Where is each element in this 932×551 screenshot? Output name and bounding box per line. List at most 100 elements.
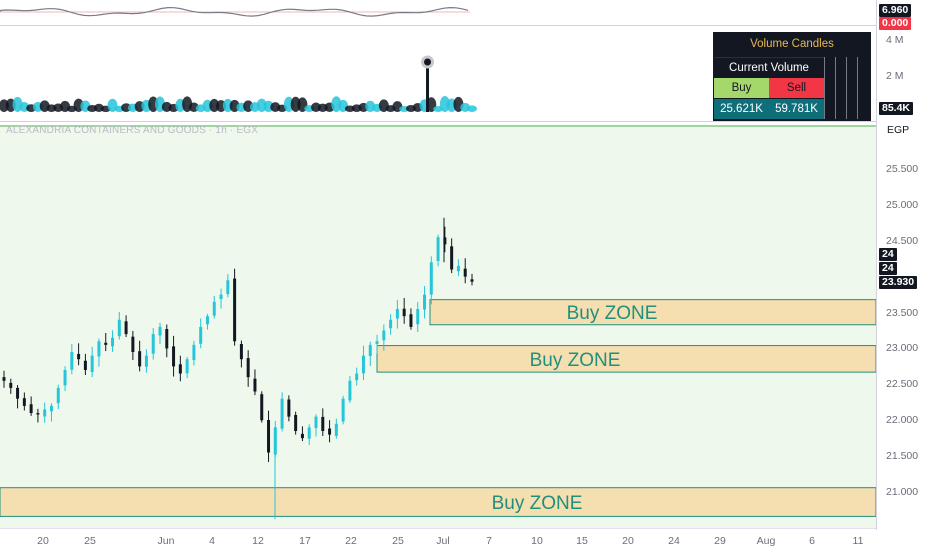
candle-body xyxy=(172,346,176,367)
current-volume-label: Current Volume xyxy=(714,57,824,77)
candle-body xyxy=(43,409,47,417)
candle-body xyxy=(205,316,209,325)
table-grid-col xyxy=(835,57,846,119)
candle-body xyxy=(463,268,467,277)
candle-body xyxy=(355,373,359,381)
candle-body xyxy=(341,398,345,422)
candle-body xyxy=(409,314,413,327)
chart-background-tint xyxy=(0,126,876,528)
candle-body xyxy=(334,423,338,436)
time-axis-label: 4 xyxy=(209,535,215,547)
time-axis-label: 29 xyxy=(714,535,726,547)
volume-spike-marker xyxy=(421,55,435,69)
candle-body xyxy=(260,394,264,421)
currency-label: EGP xyxy=(887,124,910,136)
price-axis-label: 22.000 xyxy=(886,414,919,427)
oscillator-line xyxy=(0,6,469,17)
price-axis-label: 21.000 xyxy=(886,486,919,498)
candle-body xyxy=(22,398,26,406)
time-axis-label: Jul xyxy=(436,535,450,547)
candle-body xyxy=(456,265,460,272)
volume-candles-table: Volume Candles Current Volume Buy Sell 2… xyxy=(713,32,871,121)
time-axis-label: 17 xyxy=(299,535,311,547)
buy-zone-rect xyxy=(429,299,877,326)
price-axis-label: 25.500 xyxy=(886,163,919,175)
candle-body xyxy=(2,377,6,381)
candle-body xyxy=(443,237,447,245)
candle-body xyxy=(307,427,311,439)
table-grid-col xyxy=(824,57,835,119)
time-axis-label: 22 xyxy=(345,535,357,547)
candle-body xyxy=(429,262,433,295)
candle-body xyxy=(280,398,284,429)
candle-body xyxy=(402,308,406,317)
candle-body xyxy=(63,369,67,386)
buy-zone-label: Buy ZONE xyxy=(530,350,621,371)
candle-body xyxy=(239,343,243,360)
candle-body xyxy=(165,329,169,349)
time-axis-label: 20 xyxy=(37,535,49,547)
candle-body xyxy=(77,353,81,360)
volume-axis-label: 4 M xyxy=(886,34,904,46)
candle-body xyxy=(450,246,454,270)
candle-body xyxy=(178,364,182,374)
last-price-tag: 23.930 xyxy=(879,276,918,289)
price-axis-label: 21.500 xyxy=(886,450,919,463)
volume-svg xyxy=(0,55,477,113)
candle-body xyxy=(144,355,148,367)
candle-body xyxy=(199,326,203,344)
candle-body xyxy=(416,308,420,325)
candle-body xyxy=(36,413,40,415)
candle-body xyxy=(185,359,189,374)
price-axis[interactable]: 6.960 0.000 4 M 2 M 85.4K EGP 25.500 25.0… xyxy=(876,0,932,530)
candle-body xyxy=(389,319,393,329)
volume-spike-bar xyxy=(426,62,430,112)
time-axis-label: 12 xyxy=(252,535,264,547)
table-grid-col xyxy=(857,57,870,119)
candle-body xyxy=(124,321,128,335)
price-axis-label: 23.000 xyxy=(886,342,919,355)
time-axis-label: 7 xyxy=(486,535,492,547)
candle-body xyxy=(368,344,372,357)
candle-body xyxy=(287,399,291,417)
candle-body xyxy=(138,351,142,367)
price-axis-label: 23.500 xyxy=(886,306,919,319)
volume-pane xyxy=(0,26,876,120)
candle-body xyxy=(131,336,135,353)
buy-zone-rect xyxy=(0,487,877,517)
volume-table-title: Volume Candles xyxy=(714,33,870,55)
candle-body xyxy=(267,420,271,453)
buy-value-cell: 25.621K xyxy=(714,99,769,119)
price-axis-label: 25.000 xyxy=(886,198,919,211)
price-tag: 24 xyxy=(879,262,897,275)
candle-body xyxy=(423,294,427,310)
time-axis-label: 24 xyxy=(668,535,680,547)
pane-separator xyxy=(0,25,876,26)
candle-body xyxy=(212,301,216,316)
candle-body xyxy=(226,280,230,295)
price-axis-label: 24.500 xyxy=(886,234,919,247)
volume-axis-label: 2 M xyxy=(886,70,904,82)
candle-body xyxy=(29,404,33,414)
candle-body xyxy=(219,294,223,299)
candle-body xyxy=(70,352,74,370)
time-axis[interactable]: 20 25 Jun 4 12 17 22 25 Jul 7 10 15 20 24 29 Aug 6 11 xyxy=(0,528,876,551)
price-axis-label: 22.500 xyxy=(886,378,919,391)
time-axis-label: 20 xyxy=(622,535,634,547)
time-axis-label: 6 xyxy=(809,535,815,547)
pane-separator xyxy=(0,121,876,122)
candle-body xyxy=(253,378,257,392)
candle-body xyxy=(348,380,352,401)
volume-bar xyxy=(467,105,477,113)
price-tag: 24 xyxy=(879,248,897,261)
candle-body xyxy=(83,360,87,370)
candle-body xyxy=(9,382,13,388)
oscillator-svg xyxy=(0,6,470,17)
buy-zone-rect xyxy=(376,345,877,373)
candle-body xyxy=(395,308,399,319)
time-axis-label: 25 xyxy=(392,535,404,547)
time-axis-label: 15 xyxy=(576,535,588,547)
candle-body xyxy=(328,428,332,435)
sell-label-cell: Sell xyxy=(769,78,824,98)
time-axis-label: 25 xyxy=(84,535,96,547)
